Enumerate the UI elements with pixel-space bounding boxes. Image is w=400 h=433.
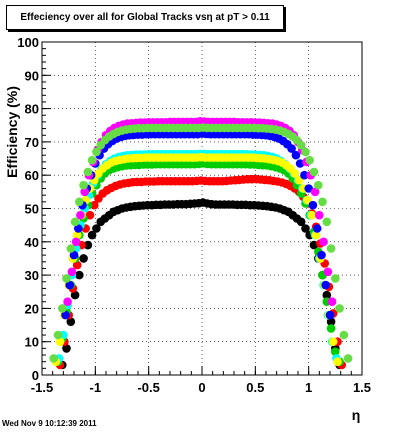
y-tick-label: 20 bbox=[25, 301, 39, 316]
data-point bbox=[71, 237, 81, 247]
data-point bbox=[290, 169, 300, 178]
y-tick-label: 50 bbox=[25, 202, 39, 217]
data-point bbox=[55, 337, 65, 347]
data-point bbox=[318, 197, 327, 207]
data-point bbox=[326, 317, 336, 327]
data-point bbox=[326, 324, 336, 333]
y-tick-label: 10 bbox=[25, 335, 39, 350]
data-point bbox=[309, 167, 319, 177]
chart-title: Effeciency over all for Global Tracks vs… bbox=[6, 5, 284, 30]
x-tick-label: -1.5 bbox=[31, 380, 53, 395]
y-tick-label: 90 bbox=[25, 68, 39, 83]
data-point bbox=[305, 155, 315, 165]
data-point bbox=[307, 210, 317, 220]
data-point bbox=[310, 187, 320, 197]
data-point bbox=[323, 267, 333, 277]
data-point bbox=[327, 297, 337, 307]
data-point bbox=[291, 150, 301, 160]
x-tick-label: 1 bbox=[305, 380, 312, 395]
data-point bbox=[333, 357, 342, 367]
y-tick-label: 60 bbox=[25, 168, 39, 183]
data-point bbox=[61, 310, 70, 320]
y-tick-label: 70 bbox=[25, 135, 39, 150]
data-point bbox=[70, 290, 80, 300]
data-point bbox=[319, 237, 328, 247]
data-point bbox=[308, 200, 318, 210]
tick-labels: -1.5 -1 -0.5 0 0.5 1 1.5 0 10 20 30 40 50 60 70 80 90 100 bbox=[17, 35, 371, 395]
data-point bbox=[317, 250, 326, 260]
x-tick-label: 1.5 bbox=[353, 380, 371, 395]
data-point bbox=[326, 244, 336, 253]
data-point bbox=[331, 347, 340, 357]
data-point bbox=[335, 304, 344, 313]
y-tick-label: 0 bbox=[32, 368, 39, 383]
data-point bbox=[311, 230, 321, 240]
data-point bbox=[87, 230, 97, 240]
data-point bbox=[65, 280, 74, 290]
series-8 bbox=[49, 123, 353, 363]
x-tick-label: -1 bbox=[90, 380, 102, 395]
data-point bbox=[75, 270, 84, 280]
data-point bbox=[69, 250, 79, 260]
data-point bbox=[87, 155, 97, 165]
data-point bbox=[296, 217, 306, 227]
data-point bbox=[62, 274, 71, 283]
data-point bbox=[67, 267, 77, 277]
x-tick-label: 0.5 bbox=[246, 380, 264, 395]
x-axis-title: η bbox=[352, 407, 361, 423]
data-point bbox=[83, 240, 93, 250]
data-point bbox=[312, 224, 322, 233]
data-point bbox=[83, 167, 93, 177]
data-point bbox=[331, 274, 340, 283]
data-point bbox=[339, 330, 349, 340]
x-tick-label: 0 bbox=[198, 380, 205, 395]
data-point bbox=[322, 217, 332, 227]
data-point bbox=[300, 170, 309, 180]
timestamp: Wed Nov 9 10:12:39 2011 bbox=[2, 419, 97, 428]
data-point bbox=[79, 254, 88, 263]
data-point bbox=[315, 210, 324, 220]
data-point bbox=[90, 200, 99, 210]
data-point bbox=[58, 304, 67, 313]
grid-lines bbox=[42, 42, 362, 375]
data-points bbox=[49, 117, 353, 370]
y-tick-label: 100 bbox=[17, 35, 39, 50]
data-point bbox=[301, 147, 310, 157]
data-point bbox=[74, 224, 83, 233]
y-tick-label: 40 bbox=[25, 235, 39, 250]
data-point bbox=[72, 230, 82, 240]
data-point bbox=[92, 224, 101, 233]
data-point bbox=[66, 317, 76, 327]
data-point bbox=[72, 260, 82, 270]
y-tick-label: 30 bbox=[25, 268, 39, 283]
data-point bbox=[325, 310, 335, 320]
data-point bbox=[301, 224, 310, 233]
data-point bbox=[80, 187, 89, 197]
data-point bbox=[304, 184, 314, 193]
y-tick-label: 80 bbox=[25, 102, 39, 117]
data-point bbox=[92, 147, 101, 157]
y-axis-title: Efficiency (%) bbox=[4, 86, 20, 178]
data-point bbox=[49, 354, 58, 363]
data-point bbox=[322, 290, 332, 300]
data-point bbox=[75, 197, 84, 207]
series-1 bbox=[58, 198, 344, 370]
data-point bbox=[343, 354, 353, 363]
data-point bbox=[321, 280, 331, 290]
data-point bbox=[79, 180, 88, 190]
data-point bbox=[328, 337, 338, 347]
data-point bbox=[287, 144, 296, 153]
data-point bbox=[66, 244, 76, 253]
data-point bbox=[70, 217, 80, 227]
data-point bbox=[76, 210, 85, 220]
x-tick-label: -0.5 bbox=[137, 380, 159, 395]
data-point bbox=[63, 297, 72, 307]
data-point bbox=[62, 344, 71, 353]
axis-ticks bbox=[41, 41, 363, 376]
data-point bbox=[53, 330, 63, 340]
data-point bbox=[85, 210, 95, 220]
data-point bbox=[314, 180, 323, 190]
data-point bbox=[296, 140, 306, 150]
